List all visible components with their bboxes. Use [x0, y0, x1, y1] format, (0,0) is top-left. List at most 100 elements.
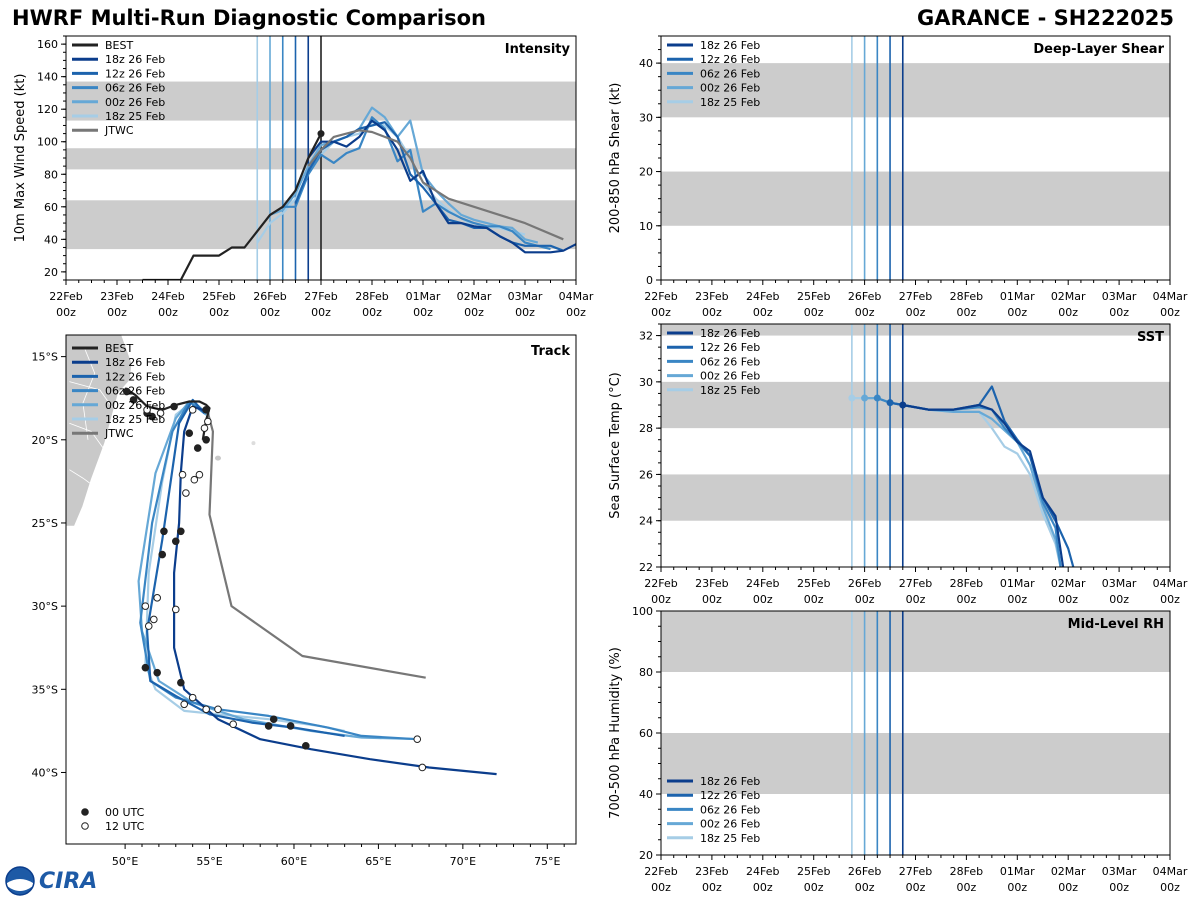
rh-legend-label-18z-26-feb: 18z 26 Feb	[700, 775, 760, 788]
sst-xtick-label-hour: 00z	[906, 593, 926, 606]
rh-xtick-label-day: 27Feb	[899, 865, 932, 878]
sst-start-marker-06z-26-feb	[873, 394, 881, 402]
sst-start-marker-18z-25-feb	[848, 394, 856, 402]
track-xtick-label: 50°E	[112, 855, 138, 868]
panel-track: 50°E 55°E 60°E 65°E 70°E 75°E 15°S 20°S 25°S 30°S…	[32, 334, 577, 868]
intensity-legend-label-12z-26-feb: 12z 26 Feb	[105, 67, 165, 80]
rh-ytick-label: 20	[639, 849, 653, 862]
rh-legend-label-18z-25-feb: 18z 25 Feb	[700, 832, 760, 845]
intensity-xtick-label-hour: 00z	[260, 306, 280, 319]
rh-xtick-label-hour: 00z	[1007, 881, 1027, 894]
track-series-18z-26-feb	[173, 405, 497, 776]
sst-xtick-label-hour: 00z	[804, 593, 824, 606]
sst-xtick-label-day: 28Feb	[950, 577, 983, 590]
intensity-xtick-label-day: 23Feb	[100, 290, 133, 303]
track-marker-00utc	[158, 550, 167, 559]
track-marker-12utc	[156, 409, 165, 417]
rh-xtick-label-day: 28Feb	[950, 865, 983, 878]
intensity-xtick-label-day: 28Feb	[355, 290, 388, 303]
rh-xtick-label-day: 25Feb	[797, 865, 830, 878]
track-marker-legend-label: 12 UTC	[105, 820, 145, 833]
shear-xtick-label-hour: 00z	[753, 306, 773, 319]
intensity-xtick-label-hour: 00z	[107, 306, 127, 319]
sst-xtick-label-day: 25Feb	[797, 577, 830, 590]
rh-xtick-label-day: 03Mar	[1102, 865, 1137, 878]
intensity-xtick-label-hour: 00z	[158, 306, 178, 319]
intensity-xtick-label-hour: 00z	[566, 306, 586, 319]
sst-ytick-label: 24	[639, 515, 653, 528]
intensity-series-12z-26-feb	[294, 121, 564, 252]
shear-xtick-label-day: 24Feb	[746, 290, 779, 303]
rh-xtick-label-hour: 00z	[702, 881, 722, 894]
rh-xtick-label-day: 04Mar	[1153, 865, 1188, 878]
track-legend-label-jtwc: JTWC	[104, 427, 134, 440]
track-series-jtwc	[205, 406, 426, 679]
intensity-xtick-label-hour: 00z	[362, 306, 382, 319]
track-ytick-label: 40°S	[32, 766, 58, 779]
intensity-xtick-label-hour: 00z	[515, 306, 535, 319]
shear-xtick-label-hour: 00z	[855, 306, 875, 319]
track-legend-label-00z-26-feb: 00z 26 Feb	[105, 399, 165, 412]
sst-ytick-label: 28	[639, 422, 653, 435]
shear-xtick-label-hour: 00z	[1109, 306, 1129, 319]
figure-title-left: HWRF Multi-Run Diagnostic Comparison	[12, 6, 487, 30]
intensity-xtick-label-day: 03Mar	[508, 290, 543, 303]
track-marker-00utc	[177, 678, 185, 687]
intensity-xtick-label-day: 24Feb	[151, 290, 184, 303]
panel-sst: 22Feb 00z 23Feb 00z 24Feb 00z 25Feb 00z 26Feb 00z…	[608, 323, 1188, 606]
track-legend-label-12z-26-feb: 12z 26 Feb	[105, 370, 165, 383]
track-marker-12utc	[143, 406, 151, 414]
intensity-legend-label-best: BEST	[105, 39, 133, 52]
intensity-legend-label-jtwc: JTWC	[104, 124, 134, 137]
rh-ytick-label: 40	[639, 788, 653, 801]
track-marker-legend-open	[81, 822, 89, 830]
track-ytick-label: 35°S	[32, 683, 58, 696]
rh-xtick-label-day: 22Feb	[644, 865, 677, 878]
track-marker-12utc	[229, 720, 237, 729]
shear-xtick-label-hour: 00z	[957, 306, 977, 319]
rh-band-0	[661, 733, 1170, 794]
sst-xtick-label-hour: 00z	[753, 593, 773, 606]
shear-xtick-label-day: 03Mar	[1102, 290, 1137, 303]
intensity-legend-label-18z-26-feb: 18z 26 Feb	[105, 53, 165, 66]
rh-plot-area	[661, 611, 1170, 855]
intensity-xtick-label-day: 26Feb	[253, 290, 286, 303]
shear-xtick-label-day: 26Feb	[848, 290, 881, 303]
rh-xtick-label-hour: 00z	[804, 881, 824, 894]
track-legend-label-18z-26-feb: 18z 26 Feb	[105, 356, 165, 369]
track-marker-12utc	[188, 406, 197, 414]
sst-ytick-label: 32	[639, 330, 653, 343]
track-plot-area	[66, 335, 497, 776]
reunion-island	[214, 455, 221, 461]
track-marker-12utc	[204, 417, 212, 426]
track-marker-00utc	[153, 668, 161, 677]
rh-legend-label-00z-26-feb: 00z 26 Feb	[700, 818, 760, 831]
intensity-xtick-label-hour: 00z	[56, 306, 76, 319]
shear-ytick-label: 20	[639, 166, 653, 179]
shear-xtick-label-day: 23Feb	[695, 290, 728, 303]
panel-rh: 22Feb 00z 23Feb 00z 24Feb 00z 25Feb 00z 26Feb 00z…	[608, 605, 1188, 894]
sst-xtick-label-day: 26Feb	[848, 577, 881, 590]
intensity-xtick-label-day: 02Mar	[457, 290, 492, 303]
intensity-ytick-label: 160	[37, 38, 58, 51]
sst-ytick-label: 26	[639, 468, 653, 481]
shear-xtick-label-day: 04Mar	[1153, 290, 1188, 303]
rh-band-1	[661, 611, 1170, 672]
intensity-xtick-label-day: 25Feb	[202, 290, 235, 303]
rh-xtick-label-hour: 00z	[753, 881, 773, 894]
rh-xtick-label-day: 24Feb	[746, 865, 779, 878]
sst-plot-area	[661, 324, 1170, 567]
panel-intensity: 22Feb 00z 23Feb 00z 24Feb 00z 25Feb 00z 26Feb 00z…	[13, 35, 594, 319]
shear-band-0	[661, 171, 1170, 226]
intensity-xtick-label-day: 04Mar	[559, 290, 594, 303]
shear-ytick-label: 30	[639, 111, 653, 124]
rh-ytick-label: 80	[639, 666, 653, 679]
intensity-ytick-label: 140	[37, 71, 58, 84]
track-marker-12utc	[200, 424, 209, 432]
sst-start-marker-18z-26-feb	[899, 401, 907, 409]
sst-xtick-label-day: 23Feb	[695, 577, 728, 590]
